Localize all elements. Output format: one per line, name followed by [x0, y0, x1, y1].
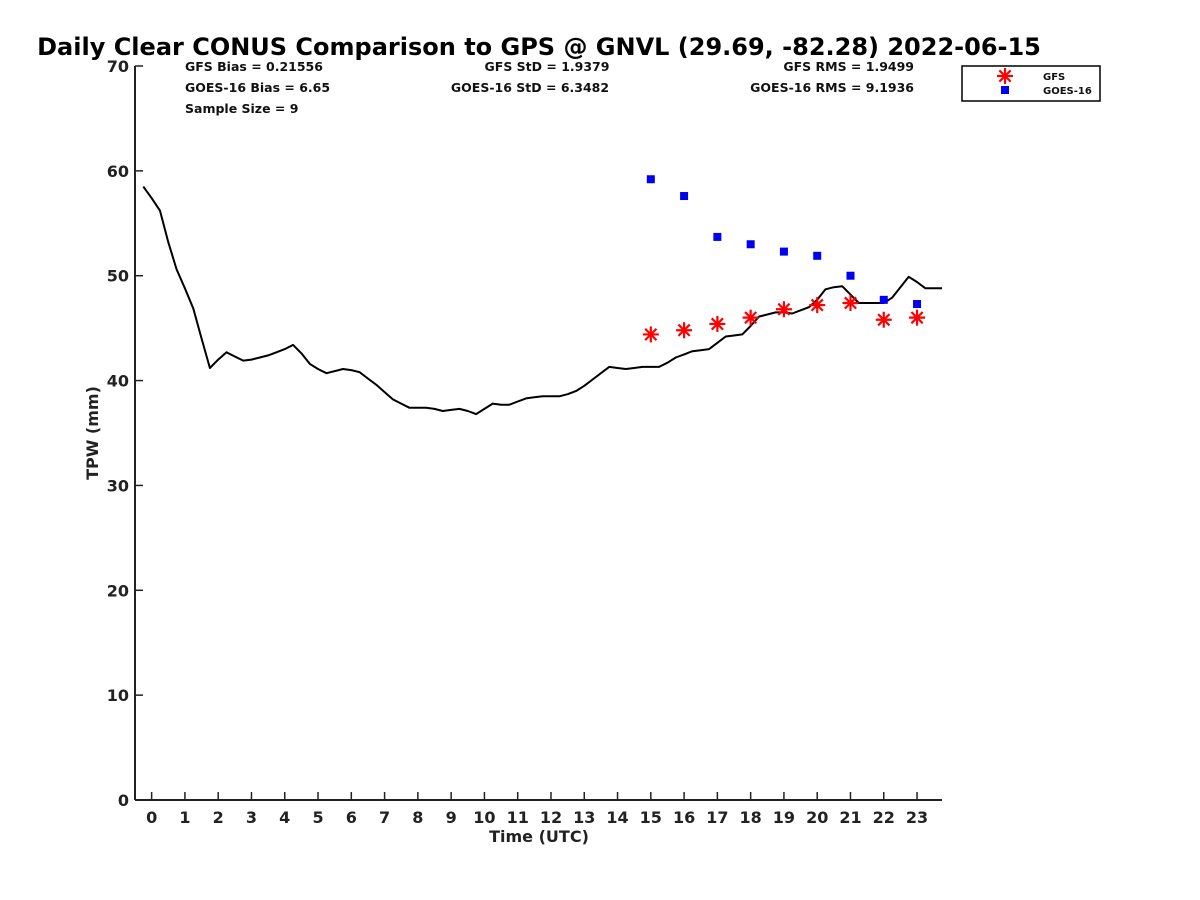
x-axis-label: Time (UTC)	[489, 827, 589, 846]
y-tick-label: 30	[107, 476, 129, 495]
gfs-point	[875, 311, 892, 328]
x-tick-label: 1	[179, 808, 190, 827]
star-stroke	[877, 313, 891, 327]
x-tick-label: 8	[412, 808, 423, 827]
goes16-point	[879, 295, 888, 304]
y-tick-label: 50	[107, 267, 129, 286]
star-stroke	[777, 302, 791, 316]
legend-gfs-star	[997, 68, 1013, 84]
y-axis-ticks: 0 10 20 30 40 50 60 70	[107, 57, 143, 810]
x-tick-label: 0	[146, 808, 157, 827]
goes16-point	[646, 175, 655, 184]
y-tick-label: 20	[107, 581, 129, 600]
star-stroke	[644, 327, 658, 341]
y-axis-label: TPW (mm)	[83, 386, 102, 480]
gfs-bias-text: GFS Bias = 0.21556	[185, 59, 323, 74]
goes16-point	[713, 232, 722, 241]
x-tick-label: 2	[213, 808, 224, 827]
legend-goes-marker	[1001, 86, 1009, 94]
x-tick-label: 6	[346, 808, 357, 827]
x-tick-label: 12	[540, 808, 562, 827]
x-tick-label: 5	[312, 808, 323, 827]
y-tick-label: 60	[107, 162, 129, 181]
goes16-point	[779, 247, 788, 256]
x-tick-label: 14	[606, 808, 628, 827]
star-stroke	[710, 317, 724, 331]
x-tick-label: 7	[379, 808, 390, 827]
x-tick-label: 16	[673, 808, 695, 827]
gfs-point	[742, 309, 759, 326]
axes	[134, 66, 942, 801]
x-tick-label: 15	[640, 808, 662, 827]
gfs-point	[775, 301, 792, 318]
y-tick-label: 10	[107, 686, 129, 705]
star-stroke	[810, 298, 824, 312]
goes16-point	[680, 192, 689, 201]
sample-size-text: Sample Size = 9	[185, 101, 298, 116]
gps-tpw-line	[142, 186, 942, 416]
star-stroke	[844, 296, 857, 310]
goes16-point	[746, 240, 755, 249]
x-tick-label: 3	[246, 808, 257, 827]
gfs-rms-text: GFS RMS = 1.9499	[783, 59, 914, 74]
x-tick-label: 21	[839, 808, 861, 827]
star-stroke	[998, 69, 1012, 83]
x-tick-label: 13	[573, 808, 595, 827]
star-stroke	[677, 323, 691, 337]
gfs-point	[676, 322, 693, 339]
x-tick-label: 10	[473, 808, 495, 827]
x-tick-label: 9	[446, 808, 457, 827]
chart-title: Daily Clear CONUS Comparison to GPS @ GN…	[37, 33, 1041, 61]
x-tick-label: 11	[507, 808, 529, 827]
plot-series	[142, 175, 942, 416]
goes-std-text: GOES-16 StD = 6.3482	[451, 80, 609, 95]
y-tick-label: 70	[107, 57, 129, 76]
star-stroke	[910, 311, 924, 325]
legend-gfs-marker	[997, 68, 1013, 84]
x-tick-label: 18	[740, 808, 762, 827]
gfs-point	[809, 297, 826, 314]
goes16-point	[813, 251, 822, 260]
goes16-point	[913, 300, 922, 309]
legend-box	[961, 65, 1101, 102]
x-tick-label: 23	[906, 808, 928, 827]
gfs-point	[709, 315, 726, 332]
legend: GFS GOES-16	[961, 65, 1101, 102]
gfs-point	[842, 294, 859, 311]
x-axis-ticks: 0 1 2 3 4 5 6 7 8 9 10 11 12 13 14 15 16 17 18 19 20 21 22 23	[146, 792, 928, 827]
legend-gfs-label: GFS	[1043, 72, 1065, 83]
x-tick-label: 17	[706, 808, 728, 827]
gfs-point	[642, 326, 659, 343]
goes-bias-text: GOES-16 Bias = 6.65	[185, 80, 330, 95]
x-tick-label: 22	[873, 808, 895, 827]
x-tick-label: 20	[806, 808, 828, 827]
y-tick-label: 40	[107, 372, 129, 391]
gfs-point	[909, 309, 926, 326]
gfs-std-text: GFS StD = 1.9379	[485, 59, 610, 74]
x-tick-label: 19	[773, 808, 795, 827]
goes16-point	[846, 271, 855, 280]
legend-goes-label: GOES-16	[1043, 86, 1092, 97]
x-tick-label: 4	[279, 808, 290, 827]
goes-rms-text: GOES-16 RMS = 9.1936	[750, 80, 914, 95]
star-stroke	[744, 311, 758, 325]
y-tick-label: 0	[118, 791, 129, 810]
stats-block: GFS Bias = 0.21556 GOES-16 Bias = 6.65 S…	[185, 59, 914, 116]
